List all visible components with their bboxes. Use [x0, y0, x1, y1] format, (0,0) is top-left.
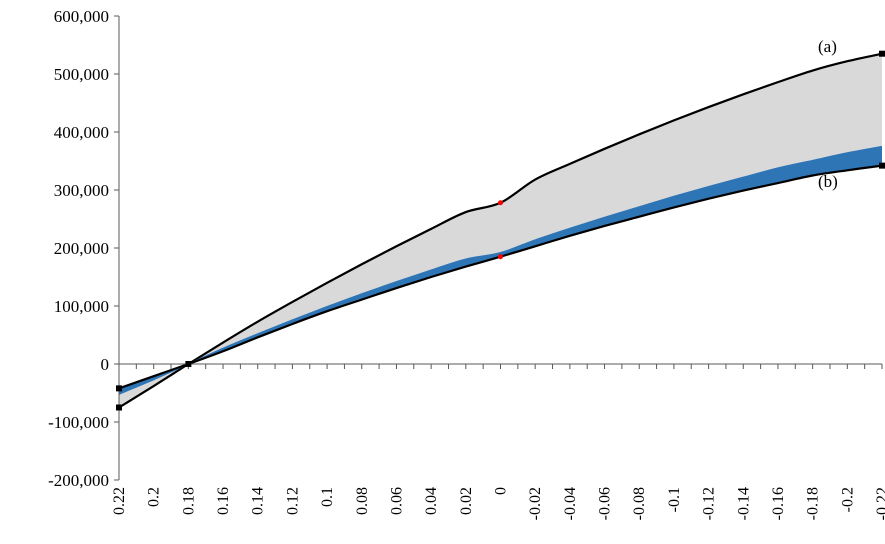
- x-tick-label: 0.22: [111, 487, 128, 515]
- x-tick-label: -0.16: [770, 487, 787, 520]
- midpoint-marker-a: [498, 200, 503, 206]
- annotation-a: (a): [818, 37, 837, 56]
- y-tick-label: 400,000: [54, 123, 109, 142]
- x-axis-ticks: 0.22 0.2 0.18 0.16 0.14 0.12 0.1 0.08 0.06 0.04 0.…: [111, 364, 885, 520]
- x-tick-label: 0.06: [388, 487, 405, 515]
- area-fills: [119, 53, 882, 408]
- series-line-b: [118, 164, 883, 390]
- x-tick-label: 0: [493, 487, 510, 495]
- x-tick-label: -0.04: [562, 487, 579, 520]
- x-tick-label: 0.14: [250, 487, 267, 515]
- y-tick-label: -100,000: [48, 413, 109, 432]
- x-tick-label: 0.12: [284, 487, 301, 515]
- point-markers: [116, 50, 885, 411]
- y-tick-label: 300,000: [54, 181, 109, 200]
- x-tick-label: -0.08: [631, 487, 648, 520]
- series-line-blue: [118, 145, 883, 395]
- intersection-marker: [185, 361, 192, 367]
- x-tick-label: -0.12: [701, 487, 718, 520]
- grey-band-fill: [119, 53, 882, 408]
- y-axis-ticks: 600,000 500,000 400,000 300,000 200,000 100,0…: [48, 7, 119, 490]
- x-tick-label: -0.22: [874, 487, 885, 520]
- endpoint-marker-b-start: [116, 385, 122, 392]
- x-tick-label: -0.1: [666, 487, 683, 512]
- x-tick-label: 0.08: [354, 487, 371, 515]
- x-tick-label: 0.1: [319, 487, 336, 507]
- annotation-b: (b): [818, 172, 838, 191]
- y-tick-label: 600,000: [54, 7, 109, 26]
- y-tick-label: -200,000: [48, 471, 109, 490]
- endpoint-marker-a-start: [116, 404, 122, 411]
- x-tick-label: -0.2: [839, 487, 856, 512]
- x-tick-label: 0.04: [423, 487, 440, 515]
- y-tick-label: 200,000: [54, 239, 109, 258]
- x-tick-label: 0.02: [458, 487, 475, 515]
- x-tick-label: -0.06: [597, 487, 614, 520]
- x-tick-label: -0.02: [527, 487, 544, 520]
- y-tick-label: 500,000: [54, 65, 109, 84]
- x-tick-label: -0.18: [805, 487, 822, 520]
- endpoint-marker-b-end: [879, 162, 885, 169]
- x-tick-label: -0.14: [735, 487, 752, 520]
- blue-band-fill: [119, 146, 882, 395]
- x-tick-label: 0.18: [180, 487, 197, 515]
- midpoint-marker-b: [498, 254, 503, 260]
- y-tick-label: 0: [101, 355, 110, 374]
- endpoint-marker-a-end: [879, 50, 885, 57]
- y-tick-label: 100,000: [54, 297, 109, 316]
- x-tick-label: 0.16: [215, 487, 232, 515]
- x-tick-label: 0.2: [146, 487, 163, 507]
